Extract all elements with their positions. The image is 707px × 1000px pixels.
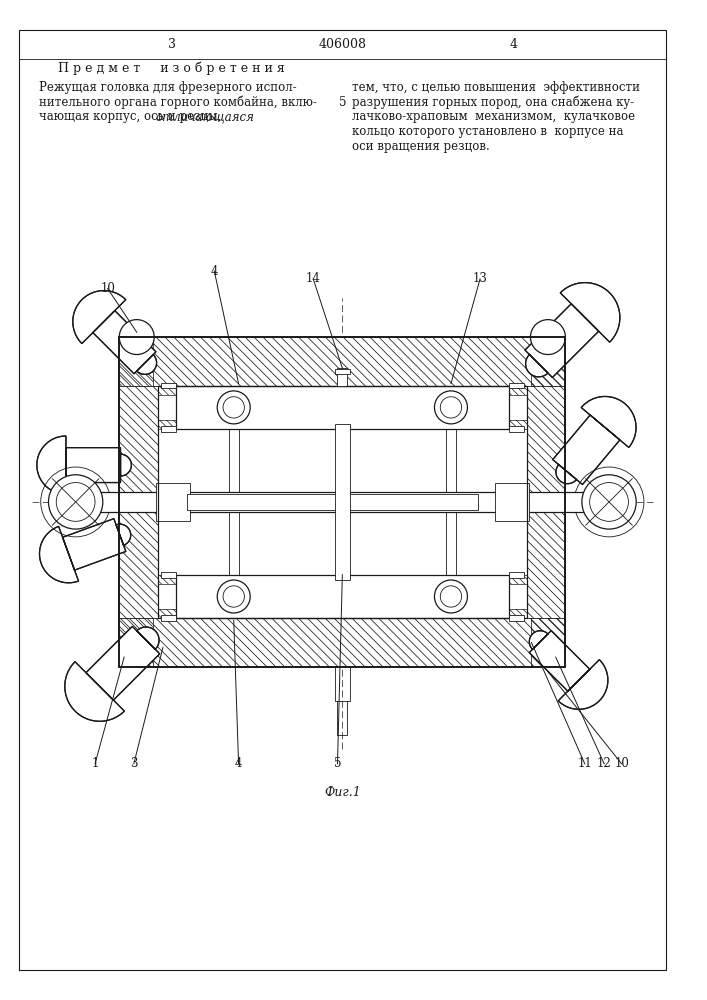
Bar bbox=[158, 386, 527, 618]
Circle shape bbox=[223, 397, 245, 418]
Circle shape bbox=[49, 475, 103, 529]
Polygon shape bbox=[175, 575, 214, 618]
Text: Фиг.1: Фиг.1 bbox=[324, 786, 361, 799]
Circle shape bbox=[119, 320, 154, 355]
Text: кольцо которого установлено в  корпусе на: кольцо которого установлено в корпусе на bbox=[352, 125, 624, 138]
Polygon shape bbox=[119, 618, 566, 667]
Bar bbox=[161, 383, 175, 388]
Text: 3: 3 bbox=[130, 757, 138, 770]
Circle shape bbox=[435, 391, 467, 424]
Text: нительного органа горного комбайна, вклю-: нительного органа горного комбайна, вклю… bbox=[39, 96, 317, 109]
Bar bbox=[334, 424, 350, 580]
Polygon shape bbox=[119, 337, 153, 386]
Bar bbox=[156, 483, 190, 521]
Polygon shape bbox=[119, 337, 566, 386]
Polygon shape bbox=[73, 291, 156, 374]
Bar bbox=[495, 483, 529, 521]
Circle shape bbox=[223, 586, 245, 607]
Bar bbox=[446, 429, 456, 575]
Text: отличающаяся: отличающаяся bbox=[156, 110, 255, 123]
Text: 5: 5 bbox=[334, 757, 341, 770]
Text: 5: 5 bbox=[339, 96, 346, 109]
Bar bbox=[229, 429, 238, 575]
Bar bbox=[161, 572, 175, 578]
Polygon shape bbox=[119, 386, 158, 618]
Bar bbox=[119, 337, 566, 667]
Bar bbox=[158, 486, 187, 517]
Circle shape bbox=[590, 483, 629, 521]
Polygon shape bbox=[527, 386, 566, 618]
Text: 4: 4 bbox=[211, 265, 218, 278]
Circle shape bbox=[435, 580, 467, 613]
Text: разрушения горных пород, она снабжена ку-: разрушения горных пород, она снабжена ку… bbox=[352, 96, 634, 109]
Bar bbox=[119, 337, 566, 667]
Polygon shape bbox=[40, 519, 131, 583]
Text: лачково-храповым  механизмом,  кулачковое: лачково-храповым механизмом, кулачковое bbox=[352, 110, 635, 123]
Circle shape bbox=[582, 475, 636, 529]
Bar bbox=[337, 368, 347, 386]
Polygon shape bbox=[158, 386, 527, 395]
Text: тем, что, с целью повышения  эффективности: тем, что, с целью повышения эффективност… bbox=[352, 81, 640, 94]
Text: 4: 4 bbox=[235, 757, 243, 770]
Text: 3: 3 bbox=[168, 38, 175, 51]
Text: 10: 10 bbox=[100, 282, 115, 295]
Bar bbox=[52, 492, 633, 512]
Circle shape bbox=[57, 483, 95, 521]
Text: чающая корпус, ось и резцы,: чающая корпус, ось и резцы, bbox=[39, 110, 225, 123]
Bar bbox=[334, 369, 350, 374]
Bar bbox=[161, 426, 175, 432]
Polygon shape bbox=[65, 626, 160, 721]
Text: 12: 12 bbox=[597, 757, 612, 770]
Text: 10: 10 bbox=[614, 757, 629, 770]
Text: 1: 1 bbox=[91, 757, 99, 770]
Circle shape bbox=[530, 320, 566, 355]
Text: оси вращения резцов.: оси вращения резцов. bbox=[352, 140, 490, 153]
Polygon shape bbox=[158, 420, 527, 429]
Text: П р е д м е т     и з о б р е т е н и я: П р е д м е т и з о б р е т е н и я bbox=[58, 62, 285, 75]
Text: 4: 4 bbox=[510, 38, 518, 51]
Polygon shape bbox=[470, 386, 509, 429]
Circle shape bbox=[440, 397, 462, 418]
Circle shape bbox=[217, 391, 250, 424]
Text: 14: 14 bbox=[306, 272, 321, 285]
Bar bbox=[509, 426, 524, 432]
Polygon shape bbox=[525, 283, 620, 378]
Polygon shape bbox=[532, 618, 566, 667]
Bar bbox=[161, 615, 175, 621]
Circle shape bbox=[440, 586, 462, 607]
Polygon shape bbox=[119, 618, 153, 667]
Bar bbox=[509, 572, 524, 578]
Polygon shape bbox=[553, 396, 636, 485]
Bar bbox=[498, 486, 527, 517]
Bar bbox=[187, 494, 478, 510]
Text: 13: 13 bbox=[472, 272, 488, 285]
Polygon shape bbox=[158, 575, 527, 584]
Text: Режущая головка для фрезерного испол-: Режущая головка для фрезерного испол- bbox=[39, 81, 296, 94]
Bar bbox=[175, 386, 509, 429]
Bar bbox=[175, 575, 509, 618]
Polygon shape bbox=[175, 386, 214, 429]
Polygon shape bbox=[37, 436, 132, 494]
Bar bbox=[509, 383, 524, 388]
Polygon shape bbox=[532, 337, 566, 386]
Circle shape bbox=[217, 580, 250, 613]
Bar bbox=[509, 615, 524, 621]
Polygon shape bbox=[470, 575, 509, 618]
Polygon shape bbox=[530, 631, 608, 709]
Polygon shape bbox=[158, 609, 527, 618]
Text: 11: 11 bbox=[578, 757, 592, 770]
Text: 406008: 406008 bbox=[318, 38, 366, 51]
